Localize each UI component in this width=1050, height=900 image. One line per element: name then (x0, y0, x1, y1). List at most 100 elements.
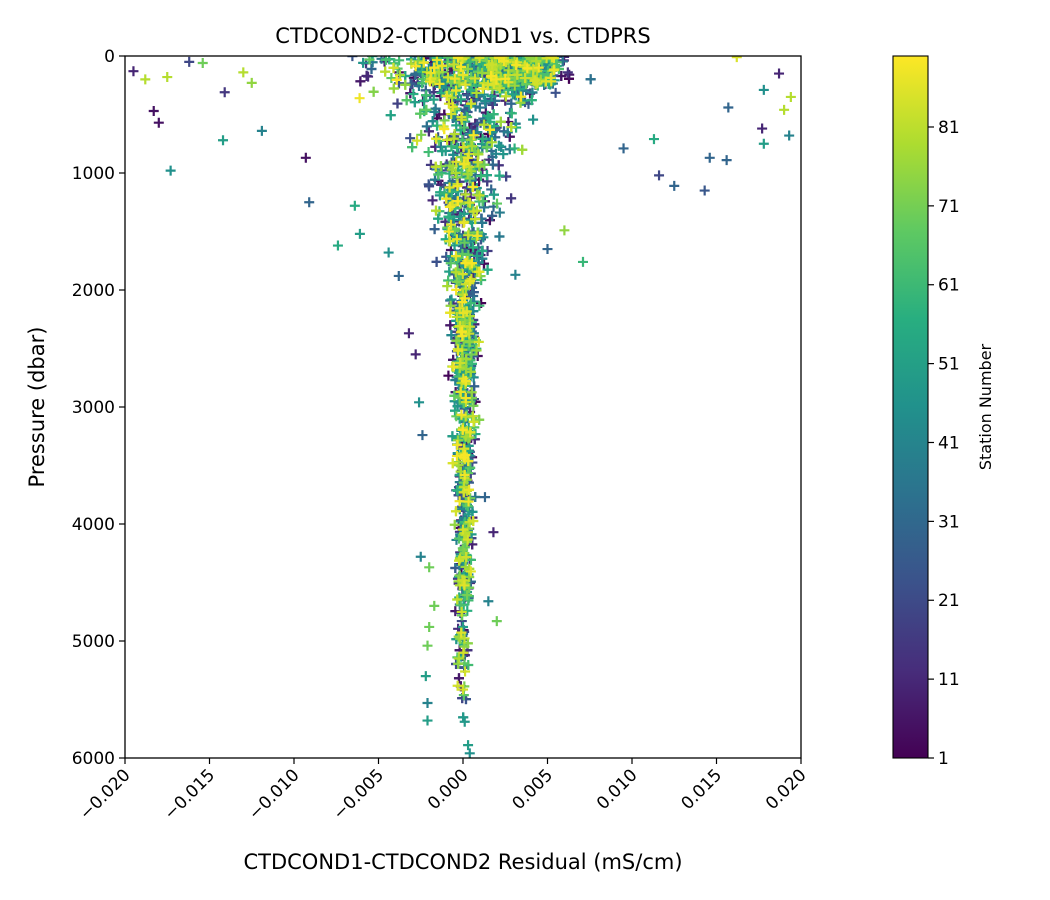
data-point (401, 95, 412, 106)
data-point (460, 376, 471, 387)
data-point (451, 85, 462, 96)
data-point (509, 80, 520, 91)
x-axis: −0.020 −0.015 −0.010 −0.005 0.000 0.005 0.010 0… (76, 758, 811, 824)
data-point (408, 88, 419, 99)
data-point (470, 73, 481, 84)
data-point (449, 519, 460, 530)
data-point (486, 71, 497, 82)
data-point (407, 142, 418, 153)
data-point (468, 416, 479, 427)
y-tick-label: 6000 (72, 749, 115, 769)
data-point (422, 640, 433, 651)
data-point (451, 335, 462, 346)
data-point (500, 91, 511, 102)
data-point (529, 75, 540, 86)
data-point (153, 117, 164, 128)
data-point (516, 91, 527, 102)
data-point (465, 427, 476, 438)
x-tick-label: 0.020 (762, 765, 811, 814)
data-point (388, 62, 399, 73)
data-point (393, 270, 404, 281)
x-tick-label: 0.005 (508, 765, 557, 814)
data-point (417, 430, 428, 441)
data-point (457, 269, 468, 280)
data-point (256, 125, 267, 136)
data-point (480, 95, 491, 106)
data-point (785, 91, 796, 102)
data-point (425, 68, 436, 79)
data-point (473, 336, 484, 347)
data-point (456, 409, 467, 420)
data-point (446, 186, 457, 197)
data-point (366, 63, 377, 74)
data-point (450, 405, 461, 416)
data-point (419, 95, 430, 106)
data-point (464, 100, 475, 111)
data-point (462, 256, 473, 267)
colorbar-tick-label: 81 (938, 118, 960, 138)
data-point (445, 320, 456, 331)
data-point (486, 59, 497, 70)
data-point (414, 397, 425, 408)
data-point (457, 424, 468, 435)
data-point (472, 230, 483, 241)
x-tick-label: 0.015 (677, 765, 726, 814)
data-point (545, 72, 556, 83)
data-point (520, 73, 531, 84)
data-point (784, 130, 795, 141)
data-point (421, 104, 432, 115)
data-point (494, 170, 505, 181)
data-point (479, 119, 490, 130)
data-point (454, 555, 465, 566)
data-point (454, 592, 465, 603)
data-point (218, 135, 229, 146)
data-point (388, 83, 399, 94)
data-point (463, 595, 474, 606)
data-point (458, 684, 469, 695)
data-point (542, 244, 553, 255)
data-point (474, 300, 485, 311)
data-point (475, 171, 486, 182)
data-point (458, 307, 469, 318)
data-point (477, 83, 488, 94)
data-point (457, 249, 468, 260)
data-point (332, 240, 343, 251)
data-point (421, 90, 432, 101)
data-point (465, 462, 476, 473)
x-tick-label: −0.010 (245, 765, 304, 824)
data-point (460, 666, 471, 677)
data-point (422, 698, 433, 709)
data-point (456, 112, 467, 123)
data-point (510, 269, 521, 280)
data-point (349, 200, 360, 211)
data-point (488, 109, 499, 120)
data-point (468, 182, 479, 193)
data-point (484, 124, 495, 135)
colorbar-tick-label: 41 (938, 433, 960, 453)
data-point (420, 671, 431, 682)
data-point (423, 179, 434, 190)
data-point (304, 197, 315, 208)
data-point (454, 496, 465, 507)
data-point (478, 232, 489, 243)
data-point (486, 137, 497, 148)
data-point (446, 141, 457, 152)
data-point (477, 133, 488, 144)
data-point (219, 87, 230, 98)
data-point (451, 234, 462, 245)
data-point (461, 354, 472, 365)
data-point (506, 98, 517, 109)
data-point (424, 621, 435, 632)
x-tick-label: −0.015 (160, 765, 219, 824)
colorbar-tick-label: 21 (938, 591, 960, 611)
data-point (721, 155, 732, 166)
data-point (458, 217, 469, 228)
data-point (405, 133, 416, 144)
data-point (246, 77, 257, 88)
data-point (423, 126, 434, 137)
data-point (452, 680, 463, 691)
data-point (385, 110, 396, 121)
data-point (524, 56, 535, 62)
data-point (479, 159, 490, 170)
